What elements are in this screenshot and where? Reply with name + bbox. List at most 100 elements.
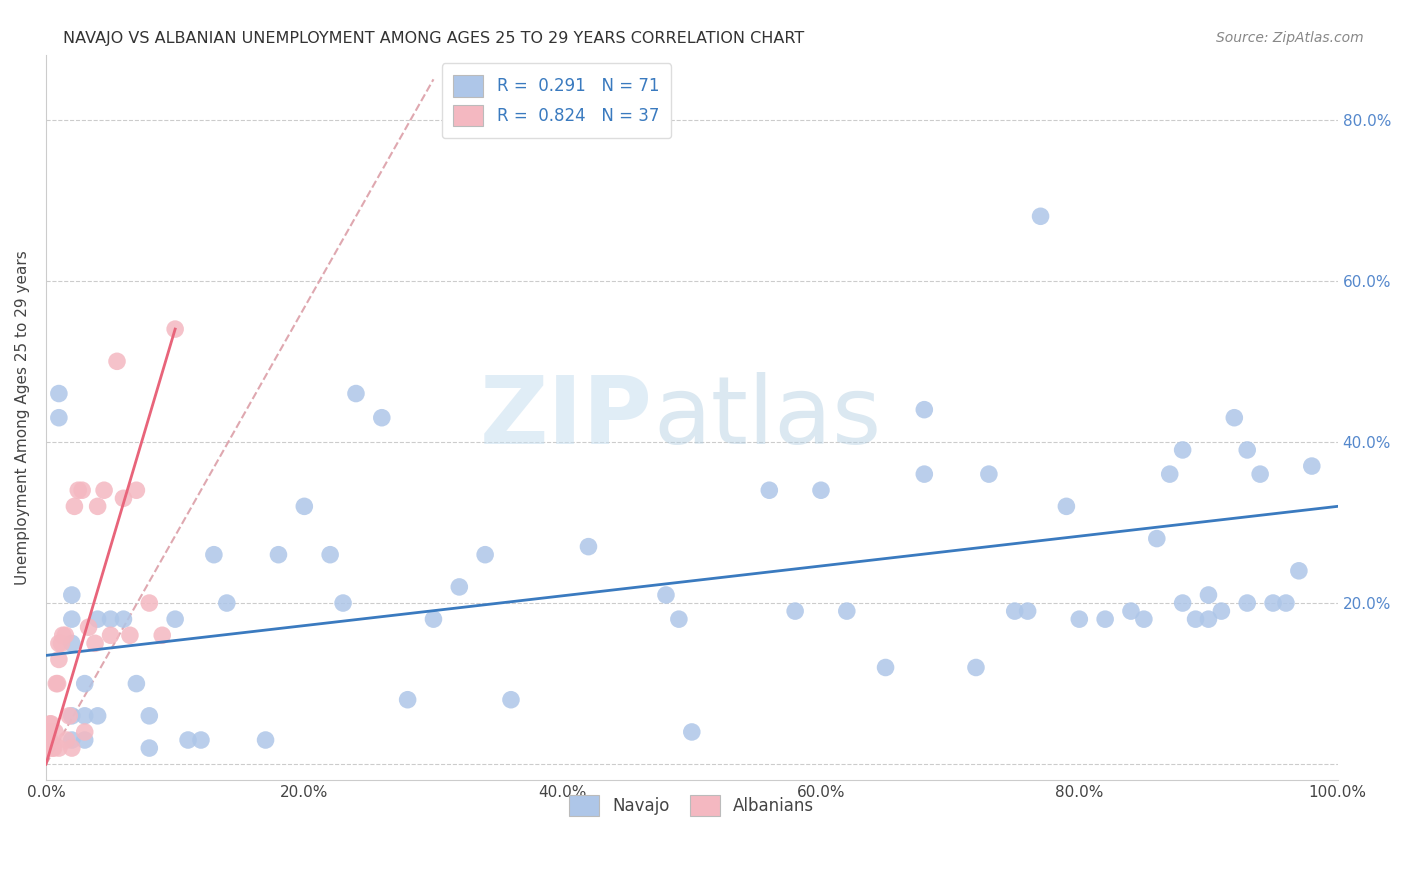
Point [1054, 500, 1077, 514]
Point [58, 709, 80, 723]
Point [1017, 604, 1039, 618]
Point [165, 322, 187, 336]
Point [1301, 458, 1323, 473]
Point [1275, 596, 1298, 610]
Point [1004, 604, 1026, 618]
Point [38, 733, 60, 747]
Point [48, 652, 70, 666]
Point [60, 741, 83, 756]
Point [37, 741, 59, 756]
Point [44, 725, 66, 739]
Point [48, 410, 70, 425]
Point [73, 709, 96, 723]
Point [912, 467, 935, 482]
Point [578, 540, 600, 554]
Point [1171, 596, 1194, 610]
Point [1171, 442, 1194, 457]
Point [39, 717, 62, 731]
Point [267, 548, 290, 562]
Point [150, 628, 173, 642]
Point [138, 741, 160, 756]
Point [86, 612, 108, 626]
Point [965, 660, 987, 674]
Point [63, 500, 86, 514]
Point [38, 725, 60, 739]
Point [1198, 588, 1220, 602]
Point [52, 628, 75, 642]
Point [48, 386, 70, 401]
Point [67, 483, 90, 498]
Point [60, 733, 83, 747]
Point [177, 733, 200, 747]
Y-axis label: Unemployment Among Ages 25 to 29 years: Unemployment Among Ages 25 to 29 years [15, 251, 30, 585]
Point [73, 676, 96, 690]
Point [84, 636, 107, 650]
Point [60, 709, 83, 723]
Point [138, 709, 160, 723]
Point [100, 612, 122, 626]
Point [100, 628, 122, 642]
Point [785, 604, 807, 618]
Point [396, 692, 419, 706]
Point [41, 741, 63, 756]
Point [215, 596, 238, 610]
Legend: Navajo, Albanians: Navajo, Albanians [560, 785, 824, 826]
Point [60, 636, 83, 650]
Point [1211, 604, 1233, 618]
Point [51, 636, 73, 650]
Point [1029, 209, 1052, 223]
Point [1236, 596, 1258, 610]
Point [422, 612, 444, 626]
Point [344, 386, 367, 401]
Point [1069, 612, 1091, 626]
Point [70, 483, 93, 498]
Point [38, 717, 60, 731]
Point [810, 483, 832, 498]
Text: NAVAJO VS ALBANIAN UNEMPLOYMENT AMONG AGES 25 TO 29 YEARS CORRELATION CHART: NAVAJO VS ALBANIAN UNEMPLOYMENT AMONG AG… [63, 31, 804, 46]
Point [138, 596, 160, 610]
Text: ZIP: ZIP [481, 372, 652, 464]
Point [190, 733, 212, 747]
Point [73, 725, 96, 739]
Point [1288, 564, 1310, 578]
Point [977, 467, 1000, 482]
Point [655, 588, 678, 602]
Point [202, 548, 225, 562]
Point [112, 491, 135, 506]
Point [42, 741, 65, 756]
Point [1119, 604, 1142, 618]
Point [53, 628, 76, 642]
Point [254, 733, 277, 747]
Point [38, 741, 60, 756]
Point [474, 548, 496, 562]
Point [60, 612, 83, 626]
Point [125, 483, 148, 498]
Point [758, 483, 780, 498]
Point [332, 596, 354, 610]
Point [1249, 467, 1271, 482]
Point [319, 548, 342, 562]
Point [46, 676, 69, 690]
Point [118, 628, 141, 642]
Point [37, 733, 59, 747]
Point [1133, 612, 1156, 626]
Point [912, 402, 935, 417]
Point [48, 741, 70, 756]
Text: Source: ZipAtlas.com: Source: ZipAtlas.com [1216, 31, 1364, 45]
Point [835, 604, 858, 618]
Point [93, 483, 115, 498]
Point [60, 588, 83, 602]
Point [105, 354, 128, 368]
Point [875, 660, 897, 674]
Point [165, 612, 187, 626]
Point [681, 725, 703, 739]
Point [1184, 612, 1206, 626]
Point [77, 620, 100, 634]
Text: atlas: atlas [652, 372, 882, 464]
Point [668, 612, 690, 626]
Point [449, 580, 471, 594]
Point [371, 410, 394, 425]
Point [48, 636, 70, 650]
Point [1094, 612, 1116, 626]
Point [499, 692, 522, 706]
